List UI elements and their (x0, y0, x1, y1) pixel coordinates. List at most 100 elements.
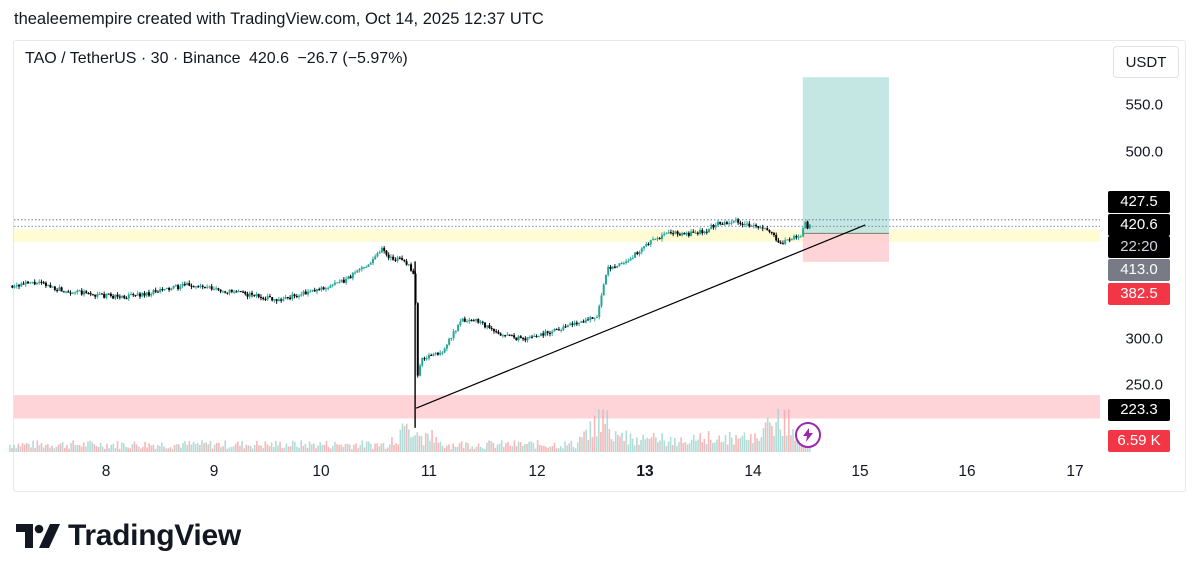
volume-bar (745, 439, 748, 452)
volume-bar (36, 440, 39, 452)
candle-body (320, 287, 323, 290)
candle-body (678, 234, 681, 236)
candle-body (748, 223, 751, 227)
candle-body (150, 293, 153, 296)
volume-bar (19, 446, 22, 452)
candle-body (739, 222, 742, 224)
volume-bar (625, 430, 628, 452)
volume-bar (367, 441, 370, 452)
symbol-name[interactable]: TAO / TetherUS · 30 · Binance (25, 50, 241, 67)
time-axis-tick: 9 (209, 463, 219, 480)
volume-bar (695, 440, 697, 452)
symbol-legend[interactable]: TAO / TetherUS · 30 · Binance 420.6 −26.… (25, 50, 412, 68)
candle-body (311, 289, 314, 291)
candle-body (528, 336, 531, 338)
candle-body (445, 344, 448, 349)
candle-body (396, 257, 399, 261)
candle-body (649, 240, 652, 245)
tradingview-logo[interactable]: TradingView (16, 518, 241, 554)
volume-bar (21, 443, 24, 452)
candle-body (479, 321, 482, 323)
volume-bar (750, 434, 752, 452)
volume-bar (101, 446, 104, 452)
volume-bar (716, 439, 718, 452)
candle-body (85, 291, 88, 294)
candle-body (358, 269, 361, 271)
candle-body (67, 291, 70, 293)
candle-body (672, 233, 675, 235)
volume-bar (756, 438, 758, 452)
candle-body (676, 231, 679, 235)
candle-body (336, 282, 339, 284)
volume-bar (665, 446, 668, 452)
volume-bar (114, 447, 117, 452)
candle-body (495, 331, 498, 333)
candle-body (235, 291, 238, 293)
volume-bar (435, 437, 438, 452)
volume-bar (809, 446, 811, 452)
candle-body (65, 291, 68, 293)
volume-bar (621, 432, 623, 452)
candle-body (340, 279, 343, 283)
volume-bar (574, 448, 577, 452)
volume-bar (684, 441, 687, 452)
volume-bar (401, 423, 404, 452)
volume-bar (304, 443, 307, 452)
candle-body (121, 295, 124, 298)
volume-bar (707, 431, 710, 452)
candle-body (91, 294, 94, 296)
volume-bar (336, 444, 338, 452)
candle-body (488, 325, 491, 329)
volume-bar (560, 446, 562, 452)
candle-body (183, 283, 186, 286)
candle-body (324, 288, 327, 290)
candle-body (78, 290, 81, 292)
candle-body (544, 331, 547, 336)
candle-body (237, 291, 240, 293)
candle-body (351, 272, 354, 279)
candle-body (790, 239, 793, 241)
volume-bar (313, 443, 315, 452)
volume-bar (726, 444, 729, 452)
resistance-zone (14, 229, 1100, 242)
volume-bar (760, 437, 763, 452)
candle-body (696, 232, 699, 234)
candle-body (163, 288, 166, 291)
candle-body (215, 288, 218, 290)
volume-bar (91, 442, 93, 452)
currency-button[interactable]: USDT (1113, 46, 1179, 78)
volume-bar (644, 439, 647, 452)
volume-bar (329, 448, 332, 452)
volume-bar (110, 444, 112, 452)
candle-body (452, 331, 455, 338)
volume-bar (361, 440, 364, 452)
candle-body (172, 285, 175, 289)
candle-body (152, 290, 155, 294)
candle-body (669, 232, 672, 234)
candle-body (604, 274, 607, 285)
volume-bar (422, 445, 425, 452)
candle-body (51, 286, 54, 288)
candle-body (634, 252, 637, 258)
candle-body (212, 289, 215, 291)
volume-bar (543, 445, 545, 452)
candle-body (49, 284, 52, 288)
volume-bar (490, 441, 492, 452)
volume-bar (475, 446, 478, 452)
candle-body (125, 298, 128, 300)
candle-body (651, 239, 654, 241)
lightning-icon[interactable] (795, 422, 821, 448)
candle-body (427, 354, 430, 359)
volume-bar (95, 446, 98, 452)
volume-bar (241, 440, 243, 452)
volume-bar (608, 428, 611, 452)
volume-bar (636, 437, 638, 452)
volume-bar (211, 448, 214, 452)
volume-bar (163, 446, 165, 452)
candle-body (775, 235, 778, 241)
candle-body (499, 333, 502, 336)
candle-body (752, 224, 755, 226)
volume-bar (454, 446, 457, 452)
volume-bar (224, 440, 226, 452)
